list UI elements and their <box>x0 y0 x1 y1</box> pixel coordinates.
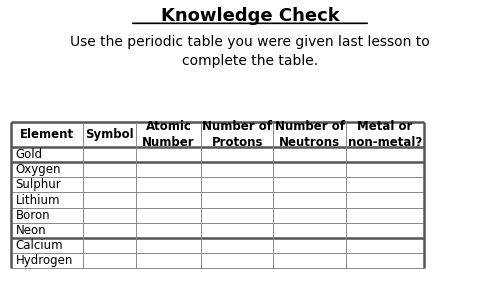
Text: Oxygen: Oxygen <box>16 163 61 176</box>
Text: Gold: Gold <box>16 148 42 161</box>
Text: Calcium: Calcium <box>16 239 63 252</box>
Text: Element: Element <box>20 128 74 141</box>
Text: Use the periodic table you were given last lesson to
complete the table.: Use the periodic table you were given la… <box>70 35 430 67</box>
Text: Boron: Boron <box>16 209 50 222</box>
Text: Sulphur: Sulphur <box>16 178 61 191</box>
Text: Hydrogen: Hydrogen <box>16 254 73 267</box>
Text: Number of
Neutrons: Number of Neutrons <box>274 120 344 149</box>
Text: Neon: Neon <box>16 224 46 237</box>
Text: Atomic
Number: Atomic Number <box>142 120 195 149</box>
Text: Knowledge Check: Knowledge Check <box>160 7 340 25</box>
Text: Lithium: Lithium <box>16 194 60 207</box>
Text: Number of
Protons: Number of Protons <box>202 120 272 149</box>
Text: Metal or
non-metal?: Metal or non-metal? <box>348 120 422 149</box>
Text: Symbol: Symbol <box>86 128 134 141</box>
